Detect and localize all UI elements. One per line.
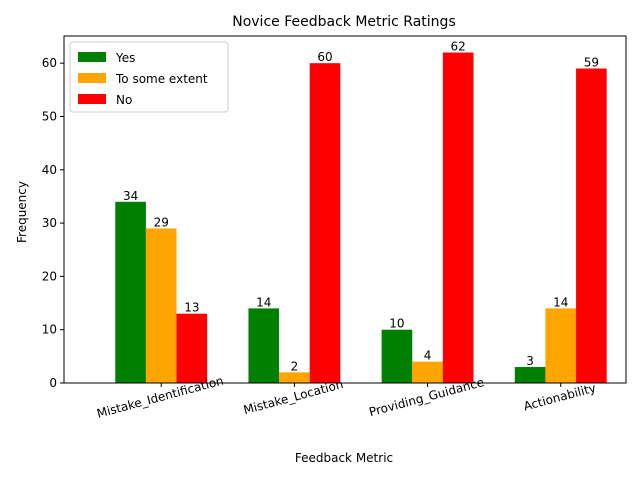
data-label: 62 [451,40,466,54]
bars-layer [115,52,607,384]
y-tick-label: 0 [49,376,57,390]
chart-title: Novice Feedback Metric Ratings [232,14,456,30]
bar-yes-2 [381,329,413,383]
data-label: 59 [584,56,599,70]
bar-yes-0 [115,201,146,383]
data-label: 29 [154,215,169,229]
bar-to-some-extent-3 [545,308,577,383]
data-label: 10 [389,317,404,331]
bar-to-some-extent-0 [145,228,177,383]
x-axis-label: Feedback Metric [295,451,393,465]
legend-label: To some extent [115,72,208,86]
y-tick-label: 50 [42,109,57,123]
legend-box [69,41,229,113]
data-label: 4 [424,349,432,363]
data-label: 2 [291,359,299,373]
legend-swatch-no [78,94,106,104]
bar-yes-3 [514,367,546,383]
data-labels-layer: 34 14 10 3 29 2 4 14 13 60 62 59 [123,40,599,374]
data-label: 60 [317,50,332,64]
legend-swatch-yes [78,52,106,62]
legend: Yes To some extent No [69,41,229,113]
y-tick-label: 10 [42,323,57,337]
y-tick-label: 20 [42,269,57,283]
bar-no-0 [176,313,208,383]
legend-swatch-to-some-extent [78,73,106,83]
y-tick-label: 40 [42,163,57,177]
bar-no-1 [309,63,341,384]
bar-to-some-extent-1 [279,372,310,383]
bar-yes-1 [248,308,280,383]
data-label: 34 [123,189,138,203]
plot-frame [63,35,627,384]
bar-no-2 [442,52,474,384]
data-label: 14 [256,295,271,309]
y-tick-label: 30 [42,216,57,230]
legend-label: No [116,93,132,107]
bar-to-some-extent-2 [412,361,443,383]
y-axis-label: Frequency [15,181,29,243]
data-label: 13 [184,301,199,315]
bar-no-3 [576,68,607,384]
data-label: 3 [526,354,534,368]
y-tick-label: 60 [42,56,57,70]
x-tick-label: Actionability [522,381,597,414]
data-label: 14 [553,295,568,309]
legend-label: Yes [115,51,135,65]
